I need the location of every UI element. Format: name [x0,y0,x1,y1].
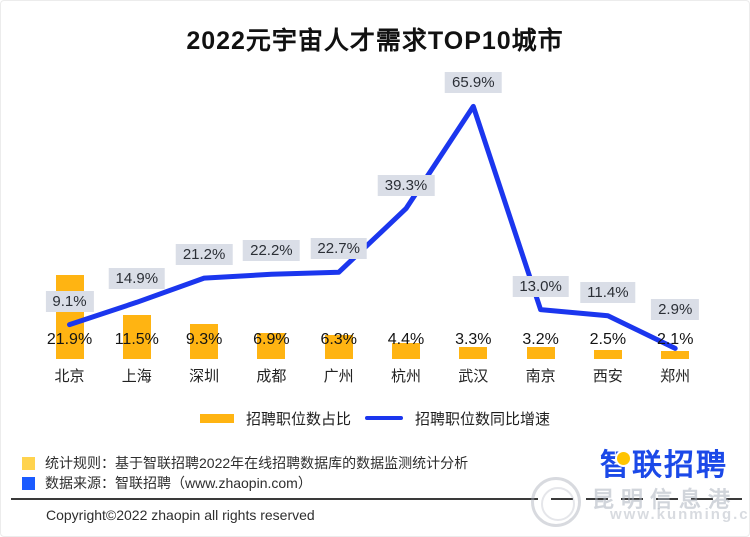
bar-value-label: 2.1% [656,331,694,348]
bar-郑州 [661,351,690,360]
x-axis-label: 深圳 [189,368,220,385]
bar-value-label: 3.3% [455,331,492,348]
copyright-text: Copyright©2022 zhaopin all rights reserv… [46,507,315,523]
data-source-swatch [22,476,35,490]
bar-value-label: 21.9% [46,331,93,348]
bar-北京 [55,275,84,360]
bar-武汉 [459,346,488,360]
bar-成都 [257,333,286,360]
x-axis-label: 成都 [256,368,287,385]
watermark-stamp-icon [531,477,581,527]
bar-value-label: 6.9% [253,331,290,348]
bar-上海 [122,315,151,360]
chart-area: 21.9% 北京 9.1% 11.5% 上海 14.9% 9.3% 深圳 21.2% 6.9% 成都… [1,1,749,461]
footer-divider [11,498,516,500]
legend-bar-swatch [199,413,234,423]
x-axis-label: 南京 [525,368,556,385]
bar-深圳 [190,323,219,360]
x-axis-label: 武汉 [458,368,489,385]
watermark-site-url: www.kunming.cn [610,506,750,523]
trend-line-layer [67,103,678,351]
bar-杭州 [392,342,420,360]
data-source-text: 数据来源：智联招聘（www.zhaopin.com） [45,475,312,491]
bar-西安 [593,349,622,360]
growth-value-label: 22.7% [310,238,367,260]
x-axis-label: 广州 [323,368,354,385]
stat-rule-swatch [22,456,35,470]
chart-title: 2022元宇宙人才需求TOP10城市 [186,27,564,55]
bar-value-label: 11.5% [114,331,159,348]
x-axis-label: 郑州 [660,368,691,385]
growth-value-label: 39.3% [377,174,435,196]
x-axis-label: 杭州 [390,368,421,385]
legend-bar-label: 招聘职位数占比 [245,410,351,428]
growth-value-label: 14.9% [108,268,166,290]
x-axis-label: 西安 [592,368,623,385]
bar-value-label: 3.2% [522,331,559,348]
growth-value-label: 2.9% [651,299,700,321]
x-axis-label: 上海 [121,368,152,385]
legend-line-swatch [365,416,403,420]
bar-value-label: 6.3% [320,331,357,348]
growth-value-label: 13.0% [512,275,569,297]
trend-line [67,103,678,351]
growth-value-label: 22.2% [243,240,300,262]
legend-line-label: 招聘职位数同比增速 [415,410,551,428]
growth-value-label: 65.9% [445,72,502,94]
stat-rule-text: 统计规则：基于智联招聘2022年在线招聘数据库的数据监测统计分析 [45,455,469,471]
bar-value-label: 2.5% [589,331,627,348]
stat-rule-note: 统计规则：基于智联招聘2022年在线招聘数据库的数据监测统计分析 [22,453,468,473]
zhaopin-logo: 智联招聘 [600,450,728,482]
zhaopin-logo-dot-icon [617,452,630,465]
x-axis-label: 北京 [54,368,85,385]
bar-value-label: 4.4% [387,331,425,348]
chart-legend: 招聘职位数占比 招聘职位数同比增速 [1,408,749,428]
bar-value-label: 9.3% [185,331,223,348]
growth-value-label: 21.2% [175,244,233,266]
growth-value-label: 9.1% [45,290,94,312]
footer-divider-broken [516,498,742,500]
data-source-note: 数据来源：智联招聘（www.zhaopin.com） [22,473,312,493]
bar-南京 [526,347,555,360]
bar-广州 [324,335,353,360]
growth-value-label: 11.4% [580,281,636,303]
